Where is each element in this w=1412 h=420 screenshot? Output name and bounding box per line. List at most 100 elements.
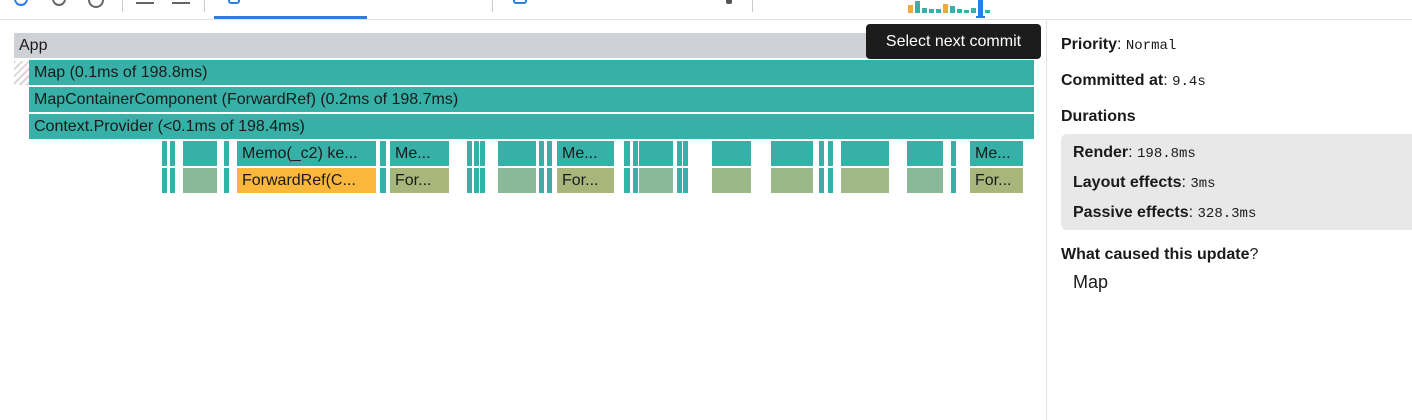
record-icon[interactable] [52,0,66,6]
cause-heading-row: What caused this update? [1061,244,1258,266]
settings-icon[interactable] [726,0,732,4]
passive-effects-value: 328.3ms [1197,206,1257,222]
colon: : [1188,204,1198,221]
tab-flamegraph[interactable] [214,0,367,19]
committed-value: 9.4s [1172,74,1206,90]
flame-bar-forwardref[interactable]: For... [557,168,614,193]
flame-bar[interactable] [539,141,544,166]
flame-bar[interactable] [162,168,167,193]
divider [204,0,205,12]
flame-bar[interactable] [162,141,167,166]
colon: : [1128,144,1138,161]
flame-bar[interactable] [828,141,833,166]
flame-bar[interactable] [474,168,479,193]
flame-bar[interactable] [380,141,386,166]
layout-effects-label: Layout effects [1073,174,1182,191]
flame-bar[interactable] [183,141,217,166]
flame-bar[interactable] [224,168,229,193]
flame-bar[interactable] [380,168,386,193]
render-value: 198.8ms [1137,146,1196,162]
durations-heading: Durations [1061,108,1136,125]
priority-row: Priority: Normal [1061,34,1176,57]
flame-bar[interactable] [819,168,824,193]
question-mark: ? [1249,246,1259,263]
flamegraph: App Map (0.1ms of 198.8ms) MapContainerC… [0,20,1046,420]
flame-bar[interactable] [183,168,217,193]
flame-bar[interactable] [170,141,175,166]
flame-bar[interactable] [819,141,824,166]
flame-bar-memo-c2[interactable]: Memo(_c2) ke... [237,141,376,166]
flame-bar-forwardref[interactable]: For... [970,168,1023,193]
flame-bar[interactable] [841,168,889,193]
flame-bar[interactable] [467,141,472,166]
layout-effects-row: Layout effects: 3ms [1073,172,1216,195]
flame-bar[interactable] [712,141,751,166]
flame-bar-map[interactable]: Map (0.1ms of 198.8ms) [29,60,1034,85]
flame-bar[interactable] [624,168,630,193]
toolbar [0,0,1412,20]
flame-bar-forwardref[interactable]: For... [390,168,449,193]
flame-bar[interactable] [539,168,544,193]
tooltip: Select next commit [866,24,1041,59]
priority-label: Priority [1061,36,1118,53]
flame-bar-memo[interactable]: Me... [970,141,1023,166]
hatch-marker [14,61,29,85]
flame-bar[interactable] [547,141,552,166]
flame-bar[interactable] [951,141,956,166]
flame-bar[interactable] [633,141,638,166]
flame-bar-memo[interactable]: Me... [390,141,449,166]
flame-bar[interactable] [677,141,682,166]
flame-bar[interactable] [828,168,833,193]
clear-icon[interactable] [88,0,104,8]
flame-bar[interactable] [480,141,485,166]
flame-bar[interactable] [841,141,889,166]
flamegraph-tab-icon [228,0,240,4]
flame-bar[interactable] [683,141,688,166]
render-row: Render: 198.8ms [1073,142,1196,165]
flame-bar[interactable] [480,168,485,193]
flame-bar[interactable] [474,141,479,166]
colon: : [1163,72,1173,89]
flame-bar[interactable] [639,141,673,166]
priority-value: Normal [1125,38,1177,54]
flame-bar[interactable] [771,168,813,193]
commit-selector[interactable] [905,0,997,18]
flame-bar[interactable] [907,141,943,166]
flame-bar[interactable] [624,141,630,166]
cause-label: What caused this update [1061,246,1250,263]
flame-bar[interactable] [467,168,472,193]
durations-box: Render: 198.8ms Layout effects: 3ms Pass… [1061,134,1412,230]
import-icon[interactable] [136,2,154,4]
colon: : [1181,174,1191,191]
flame-bar-memo[interactable]: Me... [557,141,614,166]
flame-bar[interactable] [547,168,552,193]
passive-effects-label: Passive effects [1073,204,1189,221]
export-icon[interactable] [172,2,190,4]
checkbox-icon[interactable] [513,0,527,4]
flame-bar[interactable] [633,168,638,193]
flame-bar[interactable] [907,168,943,193]
divider [122,0,123,12]
divider [492,0,493,12]
flame-bar[interactable] [683,168,688,193]
flame-bar[interactable] [170,168,175,193]
flame-bar-app[interactable]: App [14,33,1034,58]
divider [752,0,753,12]
tooltip-text: Select next commit [885,33,1022,50]
flame-bar-context-provider[interactable]: Context.Provider (<0.1ms of 198.4ms) [29,114,1034,139]
flame-bar[interactable] [951,168,956,193]
flame-bar-forwardref-c[interactable]: ForwardRef(C... [237,168,376,193]
flame-bar[interactable] [498,168,536,193]
flame-bar[interactable] [224,141,229,166]
flame-bar[interactable] [498,141,536,166]
render-label: Render [1073,144,1129,161]
flame-bar[interactable] [771,141,813,166]
flame-bar[interactable] [639,168,673,193]
reload-icon[interactable] [14,0,28,6]
cause-item[interactable]: Map [1073,272,1109,292]
flame-bar[interactable] [677,168,682,193]
flame-bar-map-container[interactable]: MapContainerComponent (ForwardRef) (0.2m… [29,87,1034,112]
flame-bar[interactable] [712,168,751,193]
committed-label: Committed at [1061,72,1164,89]
colon: : [1117,36,1126,53]
